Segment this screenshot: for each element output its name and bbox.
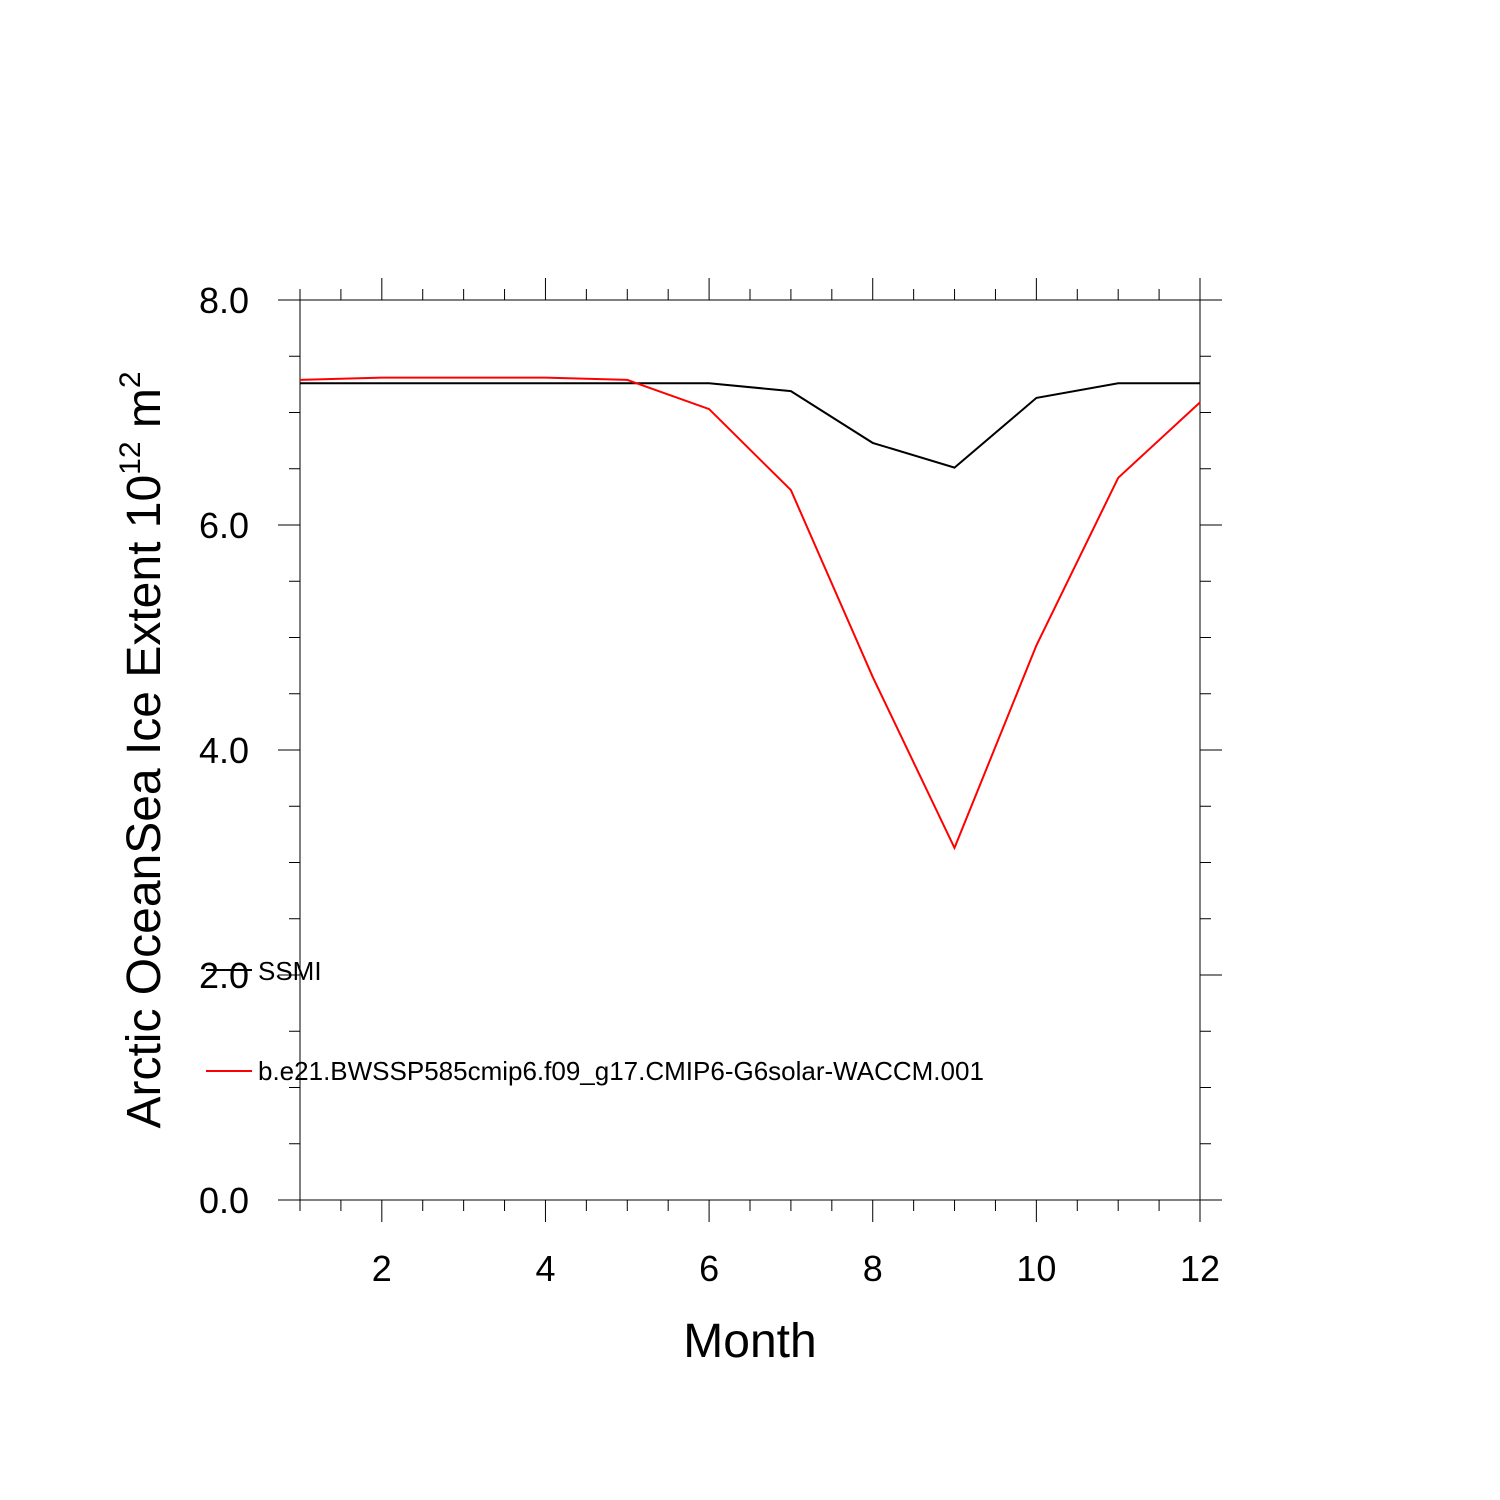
x-tick-label: 2	[372, 1248, 392, 1289]
y-tick-label: 8.0	[199, 280, 249, 321]
y-axis-label-text: Arctic OceanSea Ice Extent 10	[118, 475, 171, 1129]
legend: SSMI b.e21.BWSSP585cmip6.f09_g17.CMIP6-G…	[206, 956, 984, 1086]
x-tick-label: 10	[1016, 1248, 1056, 1289]
y-tick-label: 0.0	[199, 1180, 249, 1221]
x-tick-labels: 2 4 6 8 10 12	[372, 1248, 1220, 1289]
minor-ticks	[289, 289, 1211, 1211]
series-lines	[299, 376, 1201, 851]
x-tick-label: 4	[535, 1248, 555, 1289]
y-axis-label: Arctic OceanSea Ice Extent 1012 m2	[114, 371, 171, 1128]
y-tick-label: 2.0	[199, 955, 249, 996]
y-axis-label-exponent: 12	[114, 441, 147, 474]
major-ticks	[278, 278, 1222, 1222]
legend-label-model: b.e21.BWSSP585cmip6.f09_g17.CMIP6-G6sola…	[258, 1056, 984, 1086]
y-tick-label: 6.0	[199, 505, 249, 546]
x-tick-label: 8	[863, 1248, 883, 1289]
series-line-1	[299, 376, 1201, 851]
x-tick-label: 12	[1180, 1248, 1220, 1289]
series-line-0	[300, 382, 1200, 469]
y-tick-label: 4.0	[199, 730, 249, 771]
x-tick-label: 6	[699, 1248, 719, 1289]
legend-label-ssmi: SSMI	[258, 956, 322, 986]
y-tick-labels: 0.0 2.0 4.0 6.0 8.0	[199, 280, 249, 1221]
x-axis-label: Month	[683, 1315, 816, 1368]
y-axis-label-unit: m	[118, 388, 171, 441]
y-axis-label-unit-exponent: 2	[114, 371, 147, 388]
